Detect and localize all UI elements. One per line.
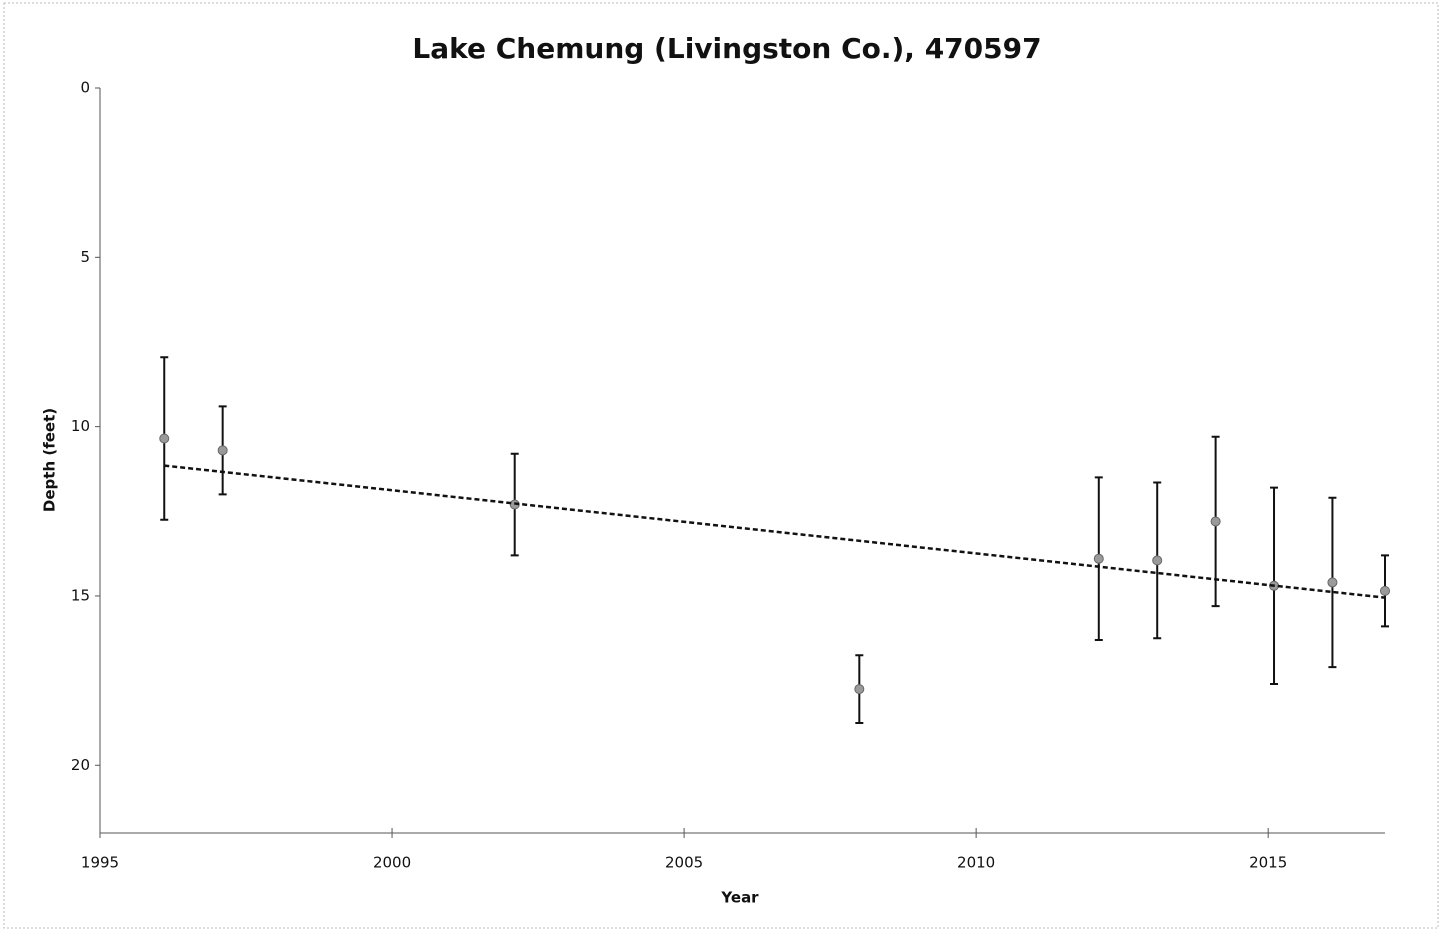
data-point [854, 684, 865, 695]
chart-border [3, 2, 1439, 929]
y-tick-label: 0 [80, 79, 90, 97]
x-axis-label: Year [720, 889, 759, 907]
y-tick-label: 20 [71, 756, 90, 774]
data-point [217, 445, 228, 456]
y-tick-label: 5 [80, 248, 90, 266]
data-point [1093, 553, 1104, 564]
x-tick-label: 2010 [957, 854, 995, 872]
y-axis-label: Depth (feet) [41, 408, 59, 512]
x-tick-label: 1995 [81, 854, 119, 872]
y-tick-label: 10 [71, 417, 90, 435]
trend-line [164, 464, 1386, 599]
data-point [159, 433, 170, 444]
x-tick-label: 2015 [1249, 854, 1287, 872]
y-tick-label: 15 [71, 586, 90, 604]
data-point [1152, 555, 1163, 566]
data-point [1210, 516, 1221, 527]
data-point [1327, 577, 1338, 588]
chart-title: Lake Chemung (Livingston Co.), 470597 [412, 32, 1041, 65]
x-tick-label: 2005 [665, 854, 703, 872]
x-tick-label: 2000 [373, 854, 411, 872]
data-point [1380, 585, 1390, 596]
